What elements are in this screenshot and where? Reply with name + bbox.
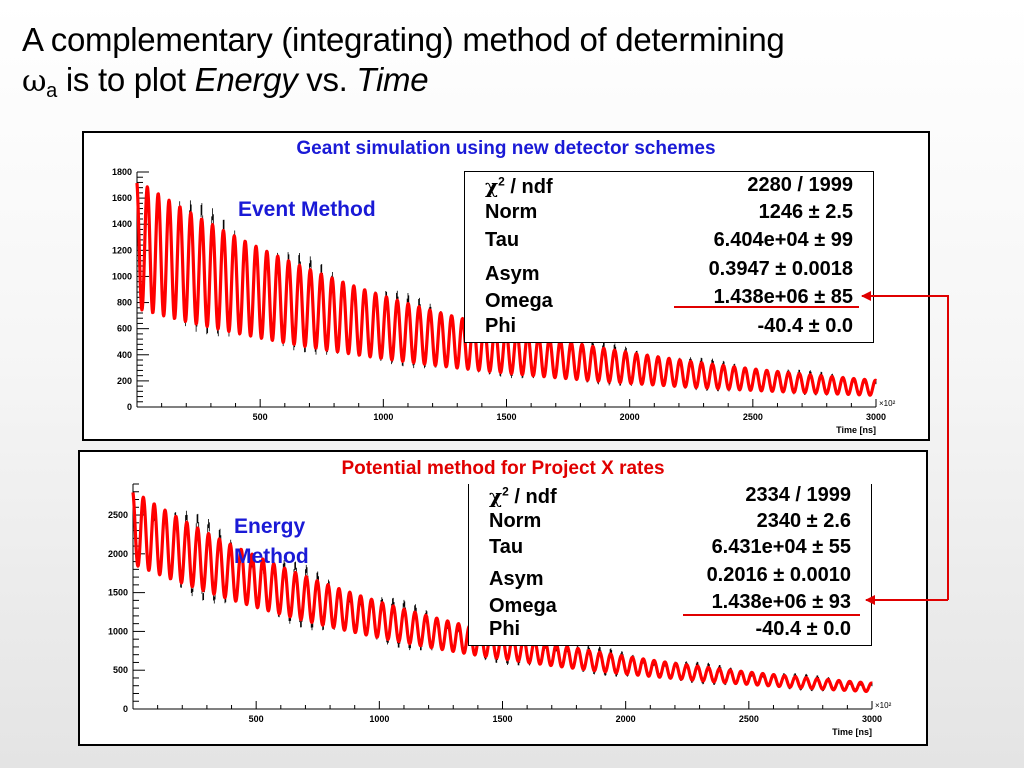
- stat-row-phi: Phi -40.4 ± 0.0: [469, 618, 871, 644]
- norm-value: 1246 ± 2.5: [758, 201, 853, 223]
- y-tick-label: 500: [113, 665, 128, 675]
- tau-label: Tau: [489, 536, 524, 558]
- x-tick-label: 1500: [492, 714, 512, 724]
- y-tick-label: 400: [117, 350, 132, 360]
- fit-stats-box: χ2 / ndf 2280 / 1999 Norm 1246 ± 2.5 Tau…: [464, 171, 874, 343]
- ndf-label: / ndf: [504, 176, 553, 198]
- title-energy-word: Energy: [194, 61, 298, 98]
- stat-row-tau: Tau 6.431e+04 ± 55: [469, 536, 871, 562]
- asym-value: 0.3947 ± 0.0018: [708, 258, 853, 280]
- x-axis-label: Time [ns]: [832, 727, 872, 737]
- energy-method-label-line2: Method: [234, 545, 309, 568]
- x-axis-label: Time [ns]: [836, 425, 876, 435]
- event-method-panel: Geant simulation using new detector sche…: [82, 131, 930, 441]
- stat-row-asym: Asym 0.2016 ± 0.0010: [469, 564, 871, 590]
- x-tick-label: 3000: [862, 714, 882, 724]
- y-tick-label: 800: [117, 298, 132, 308]
- phi-value: -40.4 ± 0.0: [755, 618, 851, 640]
- y-tick-label: 1200: [112, 245, 132, 255]
- y-tick-label: 1400: [112, 219, 132, 229]
- stat-row-norm: Norm 2340 ± 2.6: [469, 510, 871, 536]
- y-tick-label: 1500: [108, 588, 128, 598]
- title-vs-text: vs.: [297, 61, 357, 98]
- x-tick-label: 3000: [866, 412, 886, 422]
- x-tick-label: 500: [253, 412, 268, 422]
- chi-symbol: χ: [485, 174, 499, 198]
- norm-label: Norm: [489, 510, 542, 532]
- title-time-word: Time: [356, 61, 429, 98]
- chi-superscript: 2: [498, 174, 505, 189]
- omega-value: 1.438e+06 ± 85: [713, 286, 853, 308]
- stat-row-omega: Omega 1.438e+06 ± 85: [465, 286, 873, 312]
- stat-row-tau: Tau 6.404e+04 ± 99: [465, 229, 873, 255]
- omega-label: Omega: [489, 595, 557, 617]
- energy-method-panel: Potential method for Project X rates 500…: [78, 450, 928, 746]
- energy-method-label-line1: Energy: [234, 515, 306, 538]
- x-tick-label: 2500: [743, 412, 763, 422]
- chi2-ndf-value: 2334 / 1999: [745, 484, 851, 506]
- stat-row-phi: Phi -40.4 ± 0.0: [465, 315, 873, 341]
- stat-row-norm: Norm 1246 ± 2.5: [465, 201, 873, 227]
- y-tick-label: 1000: [108, 626, 128, 636]
- slide-title-line2: ωa is to plot Energy vs. Time: [22, 60, 1012, 111]
- omega-label: Omega: [485, 290, 553, 312]
- slide-title-line1: A complementary (integrating) method of …: [22, 21, 785, 58]
- x-tick-label: 2000: [616, 714, 636, 724]
- x-multiplier-label: ×10²: [879, 399, 896, 408]
- asym-label: Asym: [485, 263, 540, 285]
- panel-title: Potential method for Project X rates: [341, 458, 665, 479]
- title-mid-text: is to plot: [57, 61, 195, 98]
- stat-row-chi2: χ2 / ndf 2334 / 1999: [469, 484, 871, 510]
- event-method-label: Event Method: [238, 198, 376, 221]
- y-tick-label: 200: [117, 376, 132, 386]
- x-tick-label: 500: [249, 714, 264, 724]
- y-tick-label: 0: [127, 402, 132, 412]
- stat-row-chi2: χ2 / ndf 2280 / 1999: [465, 174, 873, 200]
- x-tick-label: 1500: [496, 412, 516, 422]
- tau-value: 6.404e+04 ± 99: [713, 229, 853, 251]
- tau-value: 6.431e+04 ± 55: [711, 536, 851, 558]
- phi-label: Phi: [489, 618, 521, 640]
- x-tick-label: 1000: [369, 714, 389, 724]
- y-tick-label: 2500: [108, 510, 128, 520]
- phi-value: -40.4 ± 0.0: [757, 315, 853, 337]
- y-tick-label: 1800: [112, 167, 132, 177]
- chi-symbol: χ: [489, 484, 503, 508]
- x-tick-label: 2000: [620, 412, 640, 422]
- x-multiplier-label: ×10²: [875, 701, 892, 710]
- y-tick-label: 1600: [112, 193, 132, 203]
- slide-title: A complementary (integrating) method of …: [22, 20, 1012, 111]
- stat-row-omega: Omega 1.438e+06 ± 93: [469, 591, 871, 617]
- omega-subscript: a: [46, 80, 57, 102]
- x-tick-label: 1000: [373, 412, 393, 422]
- energy-method-label: Energy Method: [234, 512, 309, 572]
- chi-superscript: 2: [502, 484, 509, 499]
- y-tick-label: 2000: [108, 549, 128, 559]
- panel-title: Geant simulation using new detector sche…: [296, 138, 716, 159]
- norm-label: Norm: [485, 201, 538, 223]
- fit-stats-box: χ2 / ndf 2334 / 1999 Norm 2340 ± 2.6 Tau…: [468, 484, 872, 646]
- chi2-ndf-value: 2280 / 1999: [747, 174, 853, 196]
- asym-value: 0.2016 ± 0.0010: [706, 564, 851, 586]
- phi-label: Phi: [485, 315, 517, 337]
- x-tick-label: 2500: [739, 714, 759, 724]
- omega-symbol: ω: [22, 64, 47, 99]
- y-tick-label: 0: [123, 704, 128, 714]
- stat-row-asym: Asym 0.3947 ± 0.0018: [465, 258, 873, 285]
- norm-value: 2340 ± 2.6: [756, 510, 851, 532]
- omega-value: 1.438e+06 ± 93: [711, 591, 851, 613]
- tau-label: Tau: [485, 229, 520, 251]
- ndf-label: / ndf: [508, 486, 557, 508]
- asym-label: Asym: [489, 568, 544, 590]
- y-tick-label: 600: [117, 324, 132, 334]
- y-tick-label: 1000: [112, 271, 132, 281]
